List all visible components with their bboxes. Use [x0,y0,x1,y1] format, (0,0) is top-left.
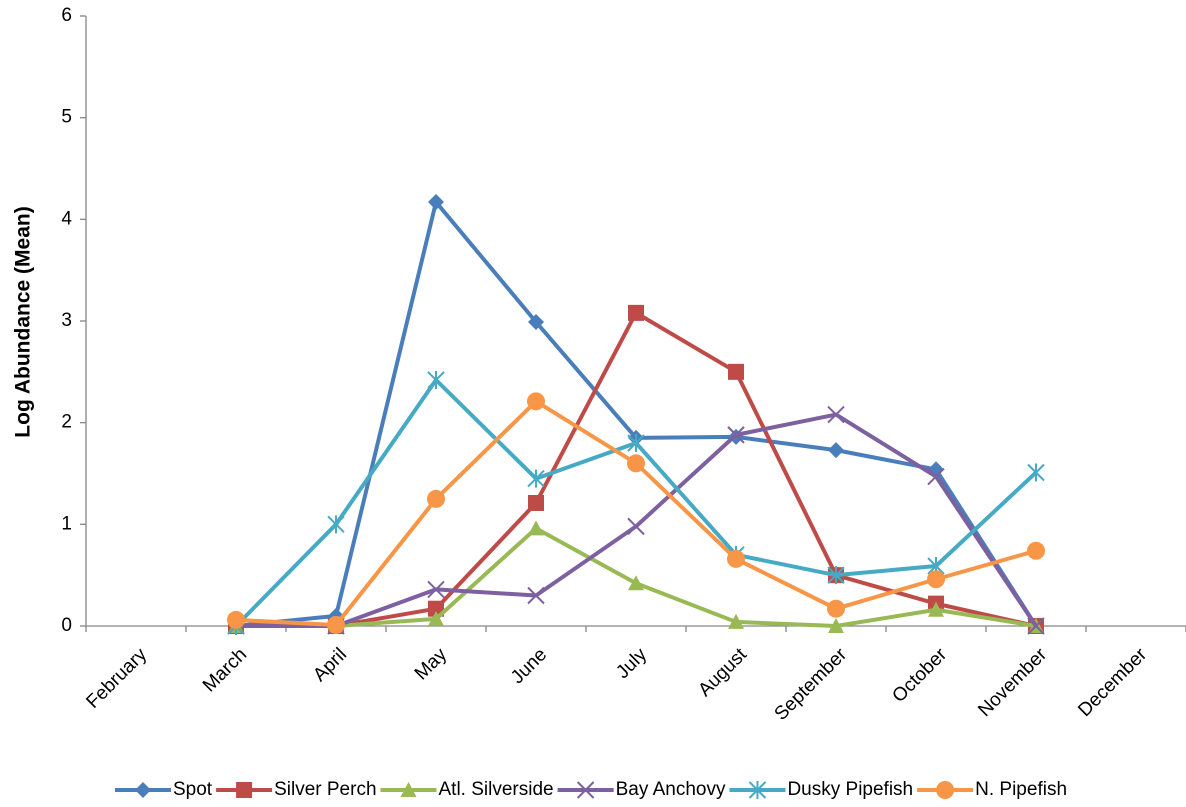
marker [528,494,544,511]
marker [427,580,445,599]
marker [827,405,845,424]
marker [428,610,444,626]
x-tick-label: April [309,644,351,686]
marker [528,314,544,331]
marker [327,615,345,634]
legend: Spot Silver Perch Atl. Silverside Bay Ancho… [114,779,1067,800]
marker [428,194,444,211]
x-tick-label: December [1074,644,1151,721]
legend-label: Atl. Silverside [439,779,554,800]
marker [627,434,645,452]
legend-label: N. Pipefish [975,779,1067,800]
legend-label: Bay Anchovy [616,779,726,800]
x-tick-label: September [771,644,852,725]
marker [236,782,253,798]
marker [936,781,955,799]
marker [327,515,345,534]
x-tick-label: October [888,644,951,707]
series-line [235,200,1038,628]
marker [748,781,767,799]
marker [927,467,945,486]
marker [727,426,745,444]
marker [627,517,645,536]
marker [527,586,545,605]
marker [400,782,417,797]
marker [528,520,544,536]
y-tick-label: 5 [61,107,72,128]
legend-label: Silver Perch [274,779,376,800]
marker [827,566,845,585]
marker [828,442,844,459]
x-tick-label: August [694,644,751,701]
y-tick-label: 3 [61,310,72,331]
x-tick-label: March [199,644,251,696]
y-tick-label: 6 [61,5,72,26]
y-tick-label: 4 [61,208,72,229]
x-tick-label: February [82,644,151,713]
marker [427,489,445,508]
marker [527,392,545,411]
marker [1027,617,1045,635]
marker [627,454,645,473]
marker [728,363,744,380]
marker [728,613,744,629]
y-tick-label: 2 [61,412,72,433]
marker [927,570,945,589]
marker [576,781,595,799]
marker [827,599,845,618]
marker [727,549,745,568]
y-axis-title: Log Abundance (Mean) [12,206,35,437]
marker [628,575,644,591]
marker [134,782,151,798]
marker [828,618,844,633]
y-tick-label: 0 [61,615,72,636]
marker [628,304,644,321]
legend-label: Dusky Pipefish [787,779,913,800]
x-tick-label: November [974,644,1051,721]
marker [1027,463,1045,482]
x-tick-label: June [507,644,551,688]
legend-label: Spot [173,779,213,800]
x-tick-label: July [612,644,651,683]
marker [928,601,944,617]
marker [1027,541,1045,560]
marker [527,469,545,488]
marker [427,370,445,389]
marker [227,610,245,629]
y-tick-label: 1 [61,513,72,534]
x-tick-label: May [411,644,452,685]
